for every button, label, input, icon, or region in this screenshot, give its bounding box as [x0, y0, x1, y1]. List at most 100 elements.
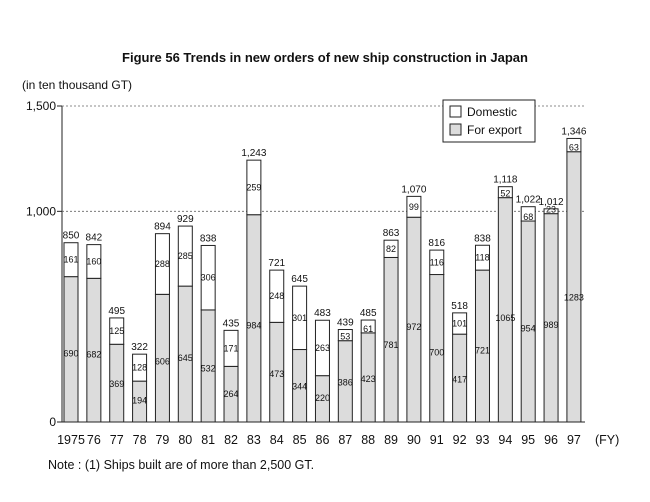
- data-label-domestic: 306: [201, 273, 216, 283]
- data-label-export: 721: [475, 346, 490, 356]
- x-axis-unit-label: (FY): [595, 433, 619, 447]
- chart-axes: 0 1,000 1,500: [26, 99, 585, 429]
- bar-segment-domestic: [177, 225, 193, 287]
- data-label-total: 483: [314, 308, 331, 319]
- bar-segment-export: [246, 214, 262, 423]
- data-label-total: 1,243: [241, 148, 266, 159]
- data-label-export: 417: [452, 374, 467, 384]
- data-label-domestic: 63: [569, 143, 579, 153]
- x-tick-label: 84: [270, 433, 284, 447]
- data-label-total: 485: [360, 308, 377, 319]
- data-label-total: 721: [268, 258, 285, 269]
- x-tick-label: 96: [544, 433, 558, 447]
- x-tick-label: 91: [430, 433, 444, 447]
- x-tick-label: 82: [224, 433, 238, 447]
- data-label-domestic: 61: [363, 324, 373, 334]
- x-tick-label: 79: [155, 433, 169, 447]
- bar-segment-domestic: [497, 186, 513, 199]
- y-axis-unit-label: (in ten thousand GT): [22, 78, 133, 92]
- data-label-domestic: 171: [224, 343, 239, 353]
- data-labels: 690 161 850 1975 682 160 842 76 369 125 495 77 194 12…: [57, 126, 619, 447]
- data-label-export: 690: [63, 349, 78, 359]
- data-label-export: 423: [361, 374, 376, 384]
- data-label-domestic: 288: [155, 259, 170, 269]
- data-label-export: 1283: [564, 292, 584, 302]
- bar-segment-domestic: [406, 195, 422, 218]
- data-label-export: 344: [292, 381, 307, 391]
- bar-segment-domestic: [314, 319, 330, 377]
- data-label-domestic: 160: [86, 256, 101, 266]
- bar-segment-domestic: [86, 244, 102, 279]
- bar-segment-domestic: [109, 317, 125, 345]
- data-label-domestic: 101: [452, 319, 467, 329]
- legend-label-domestic: Domestic: [467, 105, 517, 119]
- x-tick-label: 97: [567, 433, 581, 447]
- data-label-export: 781: [384, 340, 399, 350]
- data-label-total: 1,070: [401, 184, 426, 195]
- data-label-total: 838: [200, 233, 217, 244]
- data-label-export: 645: [178, 353, 193, 363]
- data-label-total: 518: [451, 301, 468, 312]
- bar-segment-domestic: [63, 242, 79, 278]
- data-label-export: 194: [132, 396, 147, 406]
- data-label-domestic: 263: [315, 343, 330, 353]
- x-tick-label: 85: [293, 433, 307, 447]
- data-label-export: 954: [521, 324, 536, 334]
- bar-segment-domestic: [132, 353, 148, 382]
- data-label-export: 220: [315, 393, 330, 403]
- x-tick-label: 1975: [57, 433, 85, 447]
- data-label-domestic: 301: [292, 313, 307, 323]
- bar-segment-domestic: [360, 319, 376, 334]
- data-label-total: 1,118: [493, 175, 518, 186]
- data-label-domestic: 52: [500, 189, 510, 199]
- data-label-domestic: 23: [546, 205, 556, 215]
- bar-segment-domestic: [223, 329, 239, 367]
- data-label-export: 532: [201, 364, 216, 374]
- x-tick-label: 93: [476, 433, 490, 447]
- data-label-domestic: 285: [178, 251, 193, 261]
- data-label-total: 439: [337, 318, 354, 329]
- data-label-domestic: 248: [269, 291, 284, 301]
- data-label-total: 842: [86, 233, 103, 244]
- x-tick-label: 90: [407, 433, 421, 447]
- bar-segment-domestic: [566, 137, 582, 153]
- footnote: Note : (1) Ships built are of more than …: [48, 458, 315, 472]
- data-label-export: 972: [406, 322, 421, 332]
- data-label-export: 682: [86, 349, 101, 359]
- data-label-total: 929: [177, 214, 194, 225]
- data-label-domestic: 128: [132, 363, 147, 373]
- data-label-total: 495: [108, 306, 125, 317]
- legend: Domestic For export: [442, 99, 536, 143]
- data-label-export: 984: [246, 321, 261, 331]
- bar-segment-domestic: [200, 244, 216, 311]
- data-label-total: 1,012: [539, 197, 564, 208]
- data-label-total: 645: [291, 274, 308, 285]
- bar-segment-domestic: [292, 285, 308, 351]
- y-tick-label: 1,500: [26, 99, 56, 113]
- data-label-domestic: 82: [386, 244, 396, 254]
- bar-segment-domestic: [269, 269, 285, 323]
- data-label-domestic: 118: [475, 253, 489, 263]
- bar-segment-domestic: [543, 208, 559, 215]
- bar-segment-domestic: [520, 206, 536, 222]
- x-tick-label: 88: [361, 433, 375, 447]
- data-label-total: 838: [474, 233, 491, 244]
- data-label-domestic: 161: [63, 255, 78, 265]
- x-tick-label: 76: [87, 433, 101, 447]
- bar-segment-domestic: [337, 329, 353, 342]
- bar-segment-export: [543, 213, 559, 423]
- bar-segment-domestic: [383, 239, 399, 258]
- bar-segment-domestic: [452, 312, 468, 335]
- y-tick-label: 1,000: [26, 204, 56, 218]
- data-label-export: 386: [338, 377, 353, 387]
- data-label-export: 1065: [495, 313, 515, 323]
- bar-segment-export: [406, 216, 422, 423]
- x-tick-label: 87: [338, 433, 352, 447]
- bar-segment-export: [520, 220, 536, 423]
- x-tick-label: 77: [110, 433, 124, 447]
- x-tick-label: 86: [316, 433, 330, 447]
- data-label-domestic: 125: [109, 326, 124, 336]
- data-label-total: 1,346: [561, 126, 586, 137]
- data-label-domestic: 259: [246, 182, 261, 192]
